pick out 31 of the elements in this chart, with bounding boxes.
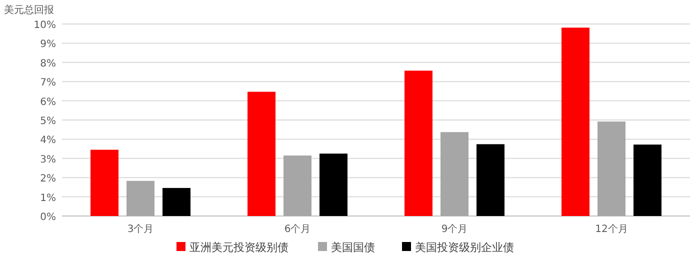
bar — [126, 180, 154, 216]
y-tick-label: 3% — [40, 154, 56, 166]
legend-label: 亚洲美元投资级别债 — [190, 241, 288, 254]
bar — [248, 92, 276, 216]
y-tick-label: 6% — [40, 96, 56, 108]
y-tick-label: 5% — [40, 116, 56, 127]
x-tick-label: 3个月 — [127, 223, 154, 235]
x-tick-label: 6个月 — [284, 223, 311, 235]
y-tick-label: 0% — [40, 212, 56, 223]
legend-label: 美国国债 — [331, 241, 375, 254]
bar — [598, 122, 626, 216]
bar — [634, 144, 662, 216]
bar — [320, 154, 348, 216]
x-tick-label: 9个月 — [441, 223, 468, 235]
y-axis-title: 美元总回报 — [4, 4, 54, 16]
bar — [440, 132, 468, 216]
y-tick-label: 10% — [34, 20, 56, 31]
legend-label: 美国投资级别企业债 — [415, 241, 514, 254]
x-tick-label: 12个月 — [595, 223, 628, 235]
bar — [404, 70, 432, 216]
y-tick-label: 8% — [40, 58, 56, 70]
y-tick-label: 1% — [40, 192, 56, 204]
y-tick-label: 9% — [40, 39, 56, 50]
bar — [162, 188, 190, 216]
bar — [90, 150, 118, 216]
bar — [476, 144, 504, 216]
y-tick-label: 2% — [40, 174, 56, 185]
bar — [284, 156, 312, 216]
bar — [562, 28, 590, 216]
y-tick-label: 7% — [40, 78, 56, 89]
y-tick-label: 4% — [40, 135, 56, 146]
